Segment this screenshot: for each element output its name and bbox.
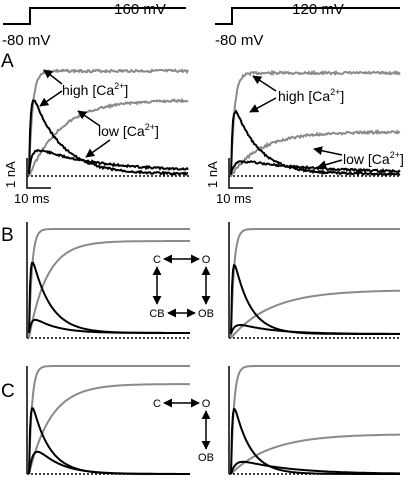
annotation-high-ca-right: high [Ca2+]	[249, 75, 344, 113]
state-ob: OB	[198, 308, 214, 320]
superscript-2plus: 2+	[114, 81, 124, 91]
kinetic-scheme-b: C O CB OB	[149, 254, 214, 320]
trace-high-ca-black-right	[230, 109, 401, 177]
model-trace-black-high-left	[28, 407, 190, 475]
annotation-high-ca-text-right: high [Ca	[278, 88, 330, 104]
voltage-protocol-right: 120 mV -80 mV	[215, 1, 400, 49]
state-cb: CB	[149, 308, 164, 320]
svg-text:high [Ca2+]: high [Ca2+]	[62, 81, 128, 98]
scale-current-label-left: 1 nA	[3, 161, 18, 188]
arrow-low-ca-right-2	[317, 159, 343, 170]
annotation-high-ca-text-left: high [Ca	[62, 82, 114, 98]
step-voltage-label-right: 120 mV	[292, 1, 344, 18]
model-trace-black-low-right	[230, 460, 400, 475]
model-trace-gray-low-right	[230, 433, 400, 475]
arrow-high-ca-right-2	[249, 97, 277, 113]
annotation-low-ca-left: low [Ca2+]	[77, 110, 159, 158]
panel-label-c: C	[1, 381, 15, 402]
close-bracket: ]	[400, 151, 404, 167]
svg-text:low [Ca2+]: low [Ca2+]	[343, 150, 404, 167]
model-trace-gray-high-right	[230, 228, 400, 339]
superscript-2plus: 2+	[390, 150, 400, 160]
superscript-2plus: 2+	[330, 87, 340, 97]
annotation-high-ca-left: high [Ca2+]	[39, 69, 128, 107]
close-bracket: ]	[124, 82, 128, 98]
kinetic-scheme-c: C O OB	[153, 398, 214, 464]
model-trace-black-low-right	[230, 324, 400, 335]
panel-label-a: A	[1, 51, 14, 72]
panel-a: A high [Ca2+] low [Ca2+] high [Ca2+]	[1, 51, 404, 206]
arrow-high-ca-left-1	[43, 69, 63, 85]
arrow-low-ca-left-2	[85, 139, 111, 158]
model-trace-black-high-left	[28, 261, 190, 334]
arrow-high-ca-right-1	[252, 75, 277, 92]
model-trace-black-high-right	[230, 263, 400, 335]
annotation-low-ca-text-right: low [Ca	[343, 151, 390, 167]
model-trace-gray-high-left	[28, 228, 190, 339]
model-trace-gray-high-right	[230, 365, 400, 475]
trace-high-ca-black-left	[28, 99, 188, 177]
svg-text:low [Ca2+]: low [Ca2+]	[98, 122, 159, 139]
model-trace-gray-high-left	[28, 365, 190, 475]
state-o: O	[202, 398, 211, 410]
state-c: C	[153, 398, 161, 410]
state-c: C	[153, 254, 161, 266]
scale-bar-left: 1 nA 10 ms	[3, 158, 51, 206]
svg-text:high [Ca2+]: high [Ca2+]	[278, 87, 344, 104]
trace-low-ca-black-left	[28, 148, 189, 172]
arrow-low-ca-left-1	[77, 110, 101, 127]
voltage-protocol-left: 160 mV -80 mV	[2, 1, 186, 49]
model-trace-black-low-left	[28, 318, 190, 334]
close-bracket: ]	[155, 123, 159, 139]
scale-current-label-right: 1 nA	[205, 161, 220, 188]
step-waveform-right	[215, 7, 400, 25]
scale-time-label-right: 10 ms	[216, 191, 252, 206]
panel-label-b: B	[1, 225, 14, 246]
close-bracket: ]	[340, 88, 344, 104]
superscript-2plus: 2+	[145, 122, 155, 132]
annotation-low-ca-right: low [Ca2+]	[313, 146, 404, 170]
trace-high-ca-gray-left	[28, 68, 189, 176]
holding-voltage-label-right: -80 mV	[215, 32, 263, 49]
arrow-low-ca-right-1	[313, 146, 343, 156]
arrow-high-ca-left-2	[39, 90, 63, 107]
trace-low-ca-black-right	[230, 159, 401, 175]
state-o: O	[202, 254, 211, 266]
panel-b: B C O CB OB	[1, 222, 400, 339]
trace-low-ca-gray-left	[28, 97, 189, 177]
scale-bar-right: 1 nA 10 ms	[205, 158, 253, 206]
state-ob: OB	[198, 452, 214, 464]
scale-time-label-left: 10 ms	[14, 191, 50, 206]
scale-bar-lines-right	[228, 158, 253, 189]
holding-voltage-label-left: -80 mV	[2, 32, 50, 49]
panel-c: C C O OB	[1, 365, 400, 475]
step-waveform-left	[3, 7, 186, 25]
model-trace-gray-low-left	[28, 240, 190, 339]
step-voltage-label-left: 160 mV	[114, 1, 166, 18]
trace-high-ca-gray-right	[230, 69, 401, 177]
scale-bar-lines-left	[26, 158, 51, 189]
annotation-low-ca-text-left: low [Ca	[98, 123, 145, 139]
model-trace-gray-low-right	[230, 289, 400, 339]
model-trace-black-low-left	[28, 450, 190, 475]
model-trace-gray-low-left	[28, 383, 190, 475]
